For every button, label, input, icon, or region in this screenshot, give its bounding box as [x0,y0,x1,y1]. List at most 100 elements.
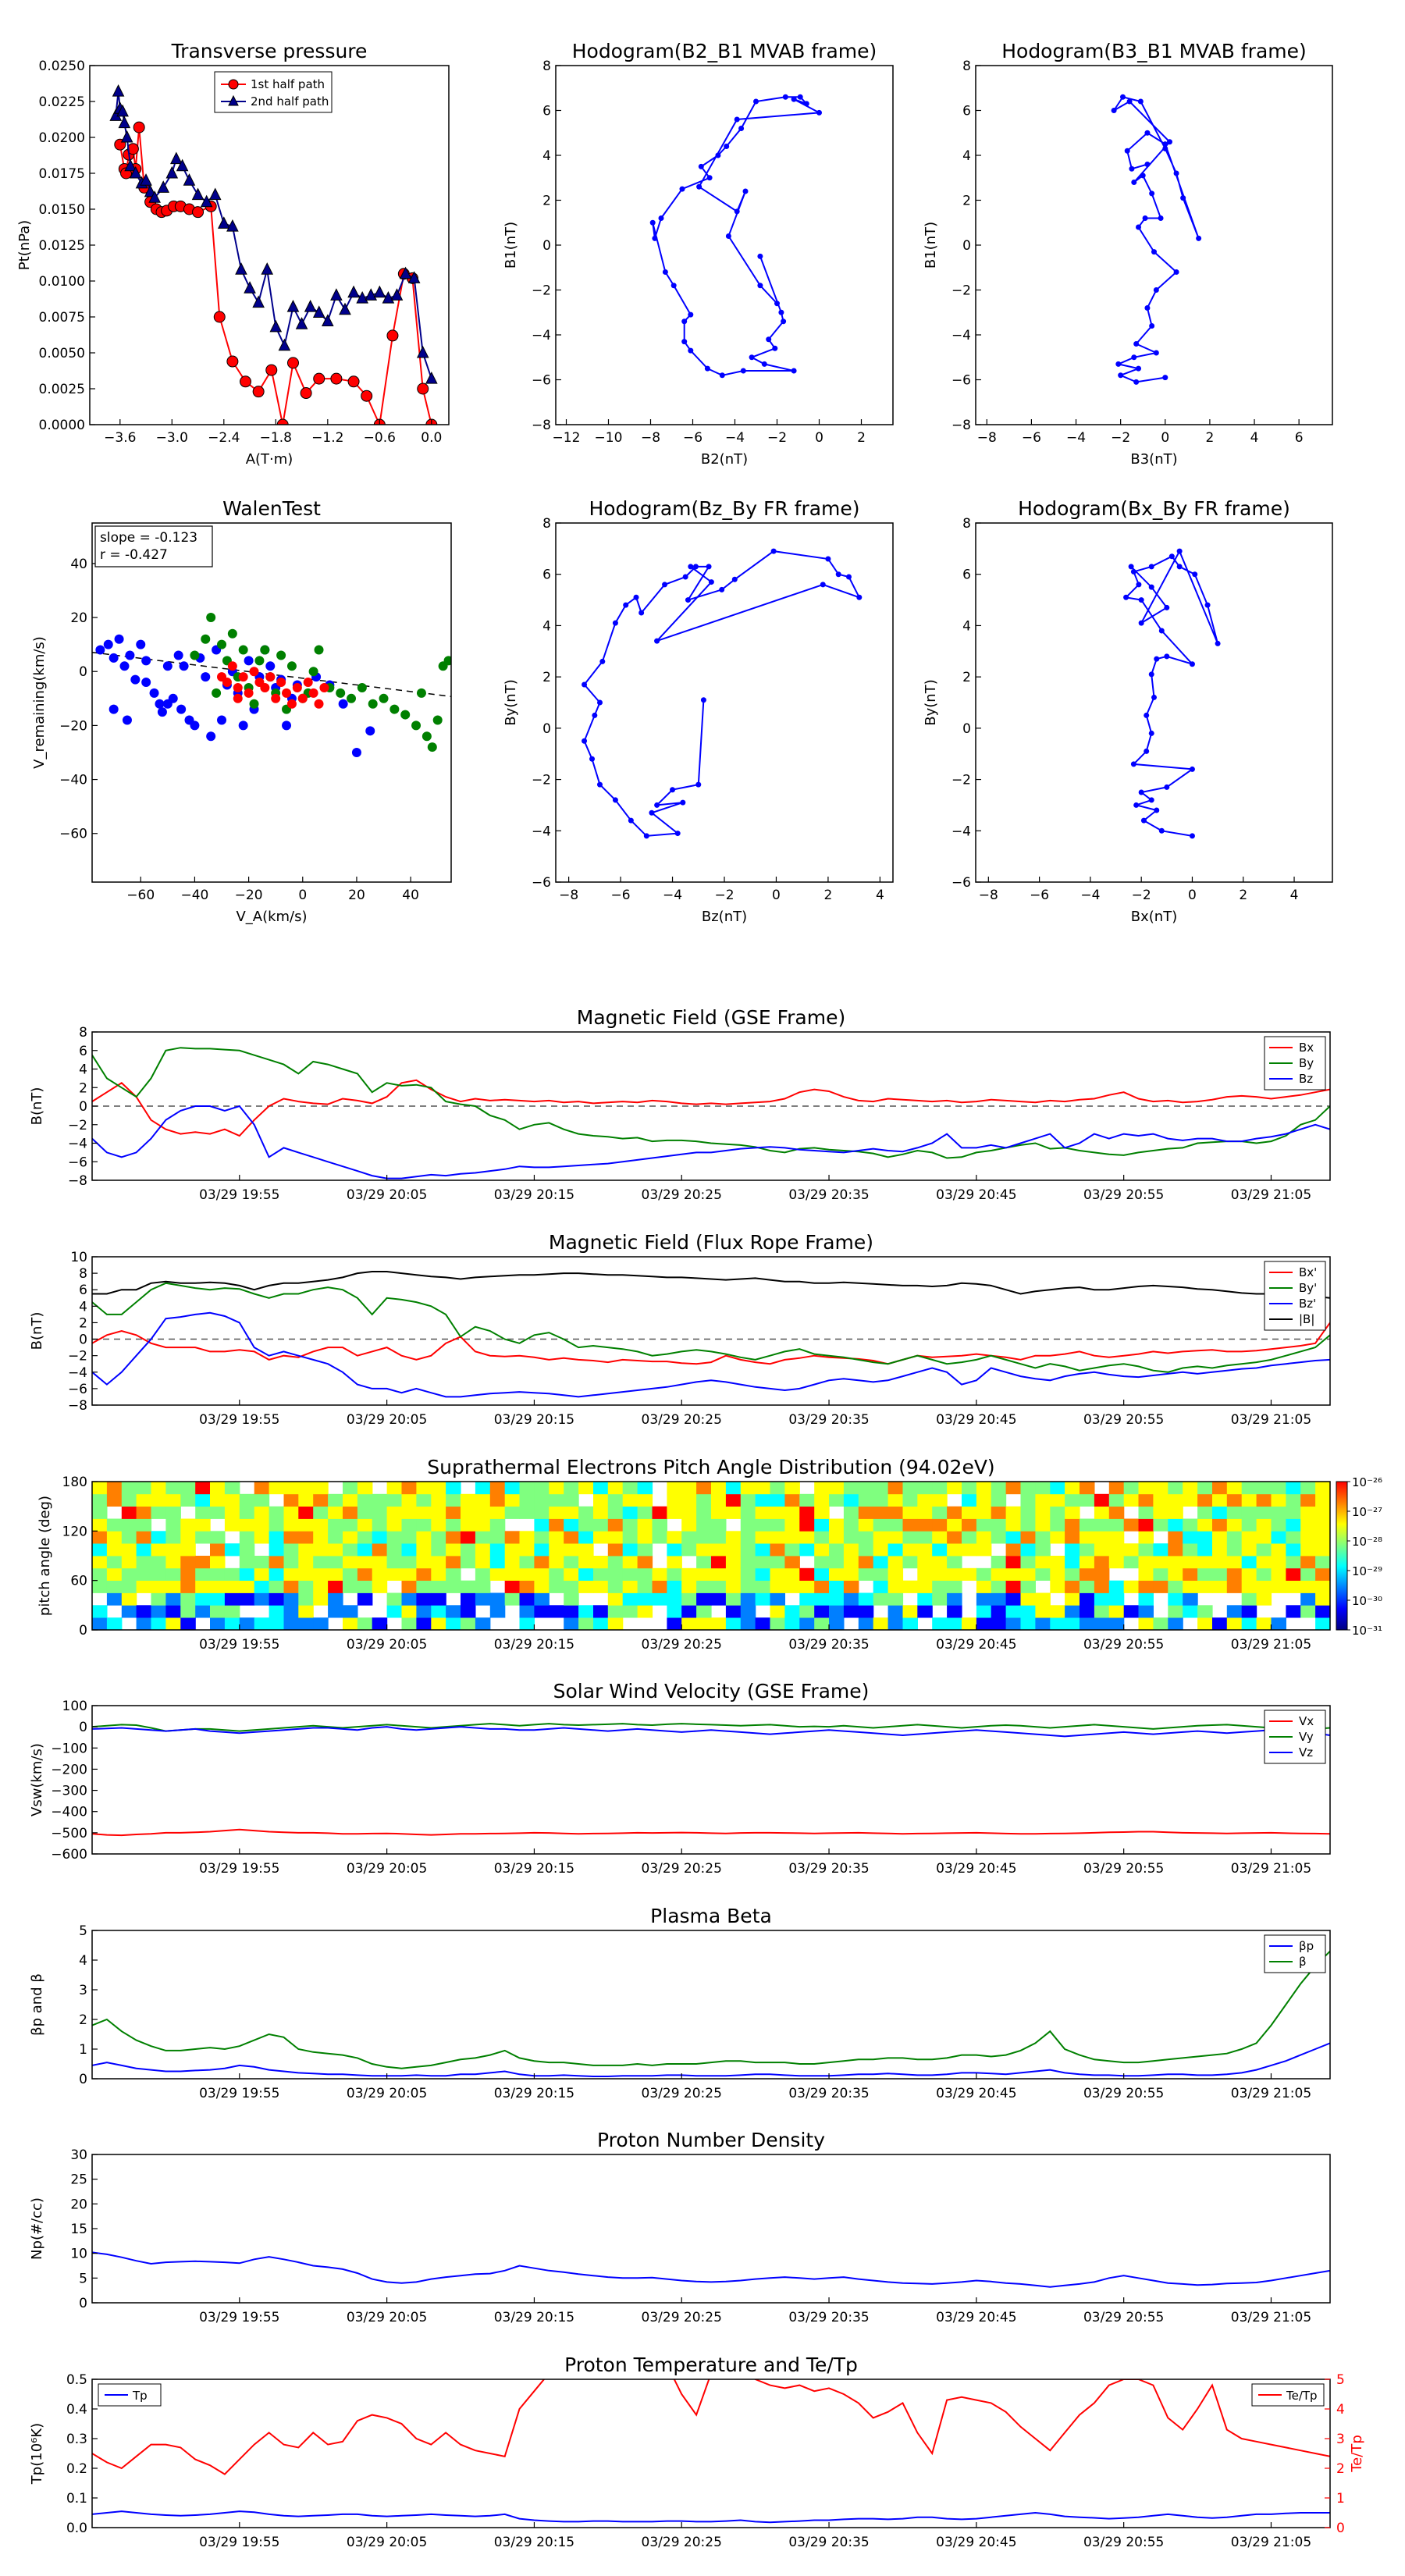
beta-legend [1264,1934,1326,1973]
pad-cell [1183,1482,1198,1495]
tp-legend-right [1251,2383,1325,2407]
pad-cell [1183,1580,1198,1593]
pad-cell [1138,1605,1154,1618]
walen-point [357,682,367,692]
beta-legend-label: βp [1299,1939,1314,1953]
pad-cell [534,1493,550,1507]
pad-cell [843,1506,859,1519]
pad-cell [696,1531,712,1544]
pad-cell [607,1556,624,1569]
h4-point [1148,730,1154,736]
pad-cell [1005,1617,1022,1631]
np-xtick-label: 03/29 21:05 [1231,2310,1311,2325]
bfr-ytick-label: 0 [79,1332,87,1348]
h3-point [770,548,777,554]
tp-y2tick-label: 4 [1336,2402,1345,2418]
pad-cell [1065,1617,1080,1631]
pt-point [217,216,230,229]
walen-point [238,720,248,731]
pad-cell [121,1506,137,1519]
pad-cell [372,1543,388,1557]
pad-cell [887,1617,904,1631]
pad-cell [343,1567,358,1581]
h4-point [1168,553,1175,560]
pad-cell [1094,1605,1110,1618]
pad-cell [770,1531,785,1544]
pad-cell [1065,1605,1080,1618]
pad-cell [1271,1617,1286,1631]
pad-cell [1005,1567,1022,1581]
tp-xtick-label: 03/29 21:05 [1231,2535,1311,2550]
h3-xtick-label: 0 [772,888,781,903]
pad-cell [637,1592,653,1606]
pad-cell [1256,1482,1272,1495]
pad-cell [755,1531,771,1544]
bgse-ytick-label: −6 [68,1155,87,1170]
pad-cell [313,1592,329,1606]
pad-cell [947,1506,962,1519]
np-xtick-label: 03/29 20:05 [347,2310,427,2325]
pad-cell [534,1605,550,1618]
pad-cell [475,1493,491,1507]
walen-point [244,688,254,698]
pad-colorbar [1336,1481,1348,1631]
pad-cell [873,1592,889,1606]
bgse-legend-label: Bx [1299,1041,1314,1055]
beta-ytick-label: 0 [79,2072,87,2087]
pad-cell [784,1531,800,1544]
h1-point [761,361,767,367]
pad-cell [1183,1567,1198,1581]
pad-cell [1286,1567,1301,1581]
pad-cell [328,1493,343,1507]
pad-cell [534,1580,550,1593]
pad-cell [386,1506,403,1519]
pad-cell [151,1592,166,1606]
bgse-series-line [92,1105,1330,1179]
pad-cell [784,1506,800,1519]
pad-cell [858,1543,874,1557]
pad-cell [1005,1605,1022,1618]
pad-cell [283,1518,299,1532]
beta-ytick-label: 1 [79,2042,87,2058]
h2-point [1153,287,1159,293]
pad-cell [372,1493,388,1507]
bfr-xtick-label: 03/29 20:55 [1083,1412,1164,1428]
pad-cell [489,1543,506,1557]
pad-cell [1094,1518,1110,1532]
pad-colorbar-label: 10⁻³¹ [1352,1624,1382,1638]
pad-cell [239,1531,255,1544]
pad-cell [1094,1506,1110,1519]
pad-cell [1153,1506,1168,1519]
pad-cell [1153,1518,1168,1532]
pad-cell [711,1506,727,1519]
pad-cell [475,1531,491,1544]
pad-cell [770,1482,785,1495]
pad-cell [313,1567,329,1581]
pad-cell [637,1482,653,1495]
pad-colorbar-label: 10⁻³⁰ [1352,1594,1382,1608]
beta-xtick-label: 03/29 20:55 [1083,2086,1164,2101]
walen-point [379,693,389,703]
pad-cell [1108,1605,1125,1618]
bfr-ytick-label: −2 [68,1349,87,1364]
pad-cell [1271,1506,1286,1519]
h1-point [679,186,685,192]
pad-cell [121,1543,137,1557]
h3-ytick-label: 6 [542,568,551,583]
h4-point [1164,604,1170,610]
pad-cell [92,1567,108,1581]
pad-cell [180,1556,196,1569]
pad-cell [269,1605,285,1618]
walen-point [157,707,167,717]
pad-cell [298,1617,314,1631]
pad-cell [269,1506,285,1519]
walen-point [249,667,259,677]
pad-cell [843,1605,859,1618]
pad-cell [1005,1556,1022,1569]
pad-xtick-label: 03/29 20:45 [936,1637,1016,1653]
pad-cell [1212,1506,1228,1519]
pad-cell [814,1482,830,1495]
pad-cell [1197,1493,1213,1507]
walen-point [297,693,308,703]
pad-cell [475,1556,491,1569]
